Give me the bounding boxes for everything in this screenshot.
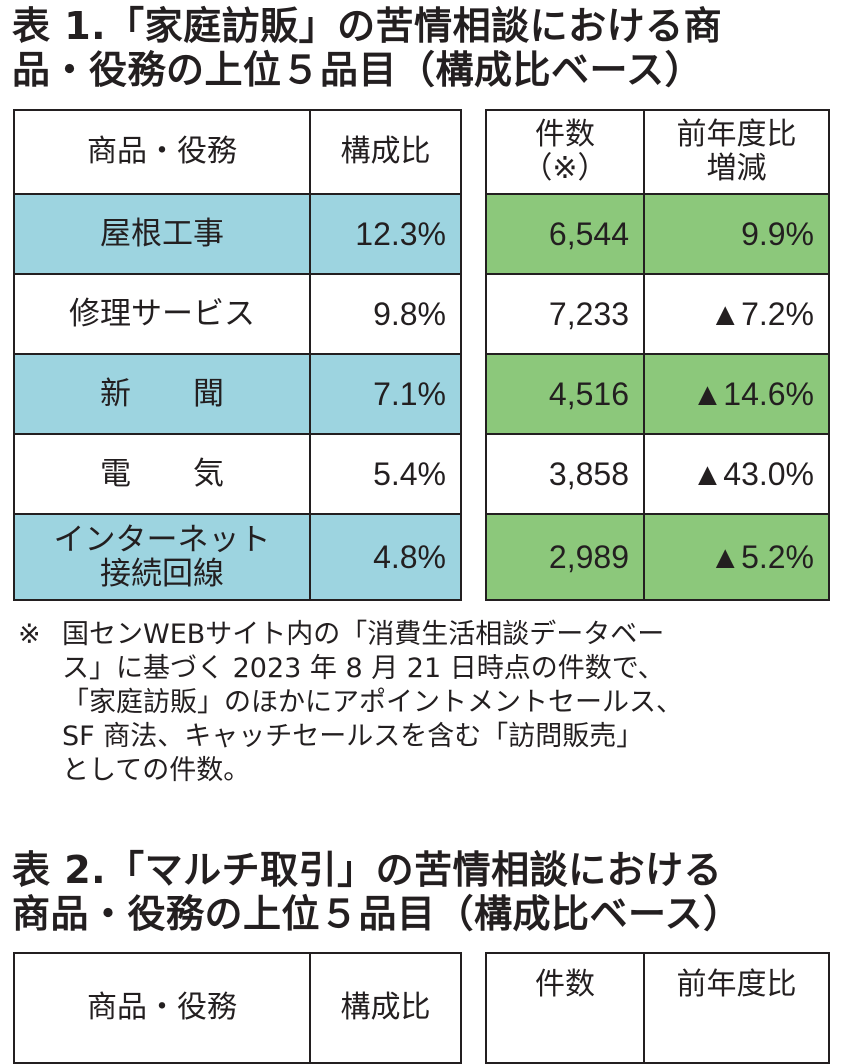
table2-title-line: 表 2.「マルチ取引」の苦情相談における [12,848,723,892]
header-count-line: 件数 [535,117,595,152]
footnote-line: ス」に基づく 2023 年 8 月 21 日時点の件数で、 [62,653,665,684]
change-cell: 9.9% [643,193,830,275]
table2-right: 件数 前年度比 [485,952,830,1064]
table2-left: 商品・役務 構成比 [13,952,462,1064]
header-change: 前年度比 [643,952,830,1064]
table2-title-line: 商品・役務の上位５品目（構成比ベース） [12,892,742,936]
count-cell: 3,858 [485,433,645,515]
count-cell: 7,233 [485,273,645,355]
footnote-line: SF 商法、キャッチセールスを含む「訪問販売」 [62,721,644,752]
header-change-line: 増減 [706,151,767,186]
table2-title: 表 2.「マルチ取引」の苦情相談における 商品・役務の上位５品目（構成比ベース） [12,848,837,936]
table1-title: 表 1.「家庭訪販」の苦情相談における商 品・役務の上位５品目（構成比ベース） [12,4,837,92]
change-cell: ▲14.6% [643,353,830,435]
header-item: 商品・役務 [13,952,311,1064]
header-change: 前年度比 増減 [643,109,830,195]
table1-footnote: ※ 国センWEBサイト内の「消費生活相談データベー ス」に基づく 2023 年 … [18,618,833,788]
table-row: 7,233 ▲7.2% [485,273,830,355]
header-count: 件数 （※） [485,109,645,195]
table-row: 修理サービス 9.8% [13,273,462,355]
table-row: 2,989 ▲5.2% [485,513,830,601]
header-share: 構成比 [309,952,462,1064]
table-row: 6,544 9.9% [485,193,830,275]
count-cell: 4,516 [485,353,645,435]
item-cell: インターネット 接続回線 [13,513,311,601]
footnote-line: 国センWEBサイト内の「消費生活相談データベー [62,619,665,650]
header-count-line: （※） [522,151,608,186]
share-cell: 12.3% [309,193,462,275]
table-row: 新 聞 7.1% [13,353,462,435]
footnote-mark: ※ [18,619,41,650]
change-cell: ▲7.2% [643,273,830,355]
table-row: インターネット 接続回線 4.8% [13,513,462,601]
table-row: 4,516 ▲14.6% [485,353,830,435]
header-item: 商品・役務 [13,109,311,195]
table1-title-line: 品・役務の上位５品目（構成比ベース） [12,48,704,92]
share-cell: 7.1% [309,353,462,435]
count-cell: 6,544 [485,193,645,275]
table-row: 3,858 ▲43.0% [485,433,830,515]
table-row: 屋根工事 12.3% [13,193,462,275]
table-row: 電 気 5.4% [13,433,462,515]
item-name: 新 聞 [100,376,224,412]
share-cell: 9.8% [309,273,462,355]
item-name-line: 接続回線 [100,556,224,592]
table1-title-line: 表 1.「家庭訪販」の苦情相談における商 [12,4,723,48]
item-name: 修理サービス [69,296,255,332]
header-count: 件数 [485,952,645,1064]
header-share: 構成比 [309,109,462,195]
item-cell: 修理サービス [13,273,311,355]
share-cell: 4.8% [309,513,462,601]
header-change-line: 前年度比 [676,117,797,152]
footnote-line: としての件数。 [62,755,251,786]
item-cell: 新 聞 [13,353,311,435]
table1-right: 件数 （※） 前年度比 増減 6,544 9.9% 7,233 ▲7.2% 4,… [485,109,830,601]
change-cell: ▲43.0% [643,433,830,515]
item-cell: 屋根工事 [13,193,311,275]
item-name: 屋根工事 [100,216,224,252]
table1-left: 商品・役務 構成比 屋根工事 12.3% 修理サービス 9.8% 新 聞 7.1… [13,109,462,601]
change-cell: ▲5.2% [643,513,830,601]
item-name: 電 気 [100,456,224,492]
footnote-line: 「家庭訪販」のほかにアポイントメントセールス、 [62,687,683,718]
count-cell: 2,989 [485,513,645,601]
item-name-line: インターネット [53,522,271,558]
item-cell: 電 気 [13,433,311,515]
share-cell: 5.4% [309,433,462,515]
